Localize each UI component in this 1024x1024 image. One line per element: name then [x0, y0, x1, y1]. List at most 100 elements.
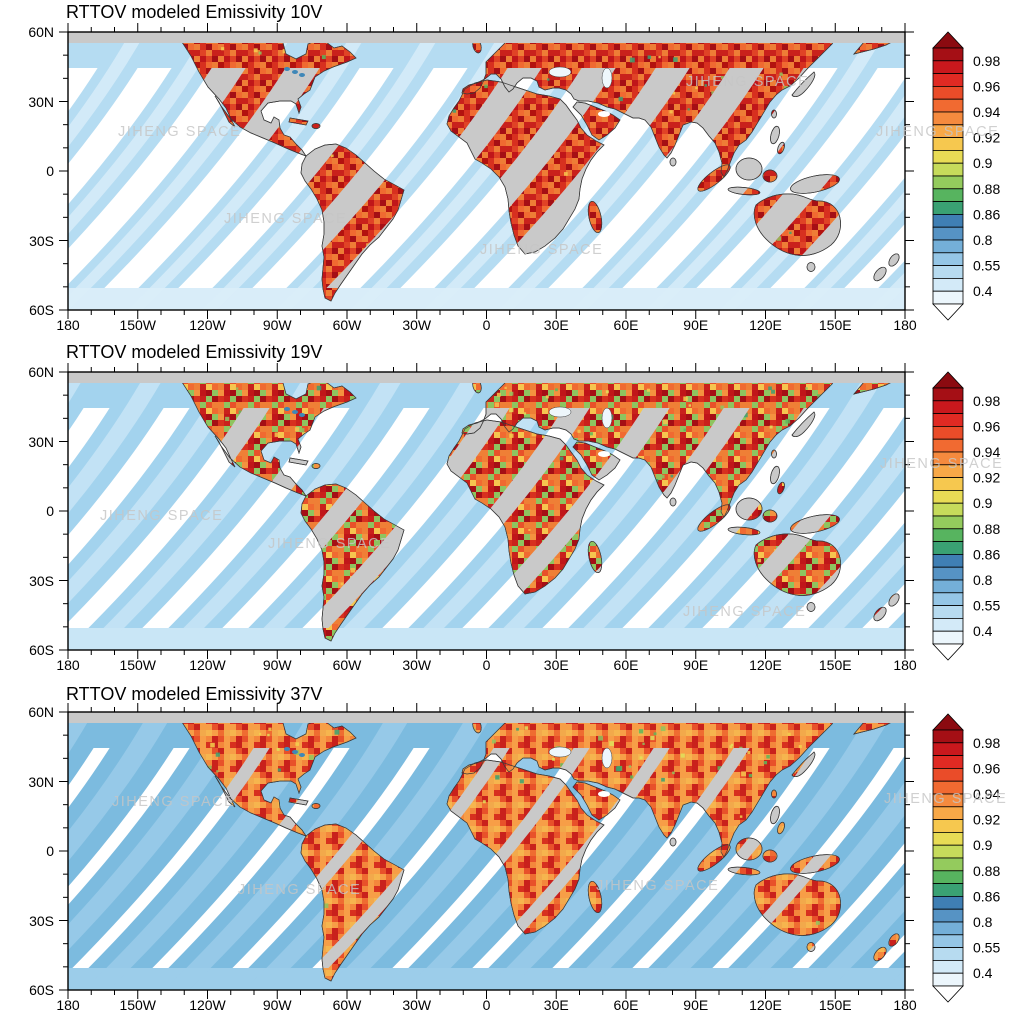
- colorbar-label: 0.8: [973, 914, 993, 930]
- world-map-19v: [59, 363, 914, 659]
- x-tick-label: 120E: [749, 657, 782, 673]
- watermark: JIHENG SPACE: [884, 791, 1008, 807]
- x-tick-label: 120W: [189, 657, 226, 673]
- x-tick-label: 90E: [683, 657, 709, 673]
- x-tick-label: 120W: [189, 317, 226, 333]
- watermark: JIHENG SPACE: [224, 211, 348, 227]
- x-tick-label: 150W: [119, 657, 157, 673]
- colorbar-10v: 0.98 0.96 0.94 0.92 0.9 0.88 0.86 0.8 0.55 0.4: [932, 31, 1000, 321]
- colorbar-label: 0.4: [973, 623, 993, 639]
- x-tick-label: 120E: [749, 317, 782, 333]
- colorbar-label: 0.94: [973, 444, 1000, 460]
- colorbar-label: 0.92: [973, 812, 1000, 828]
- colorbar-label: 0.88: [973, 181, 1000, 197]
- x-tick-label: 180: [56, 997, 80, 1013]
- x-tick-label: 0: [482, 657, 491, 673]
- colorbar-label: 0.96: [973, 418, 1000, 434]
- colorbar-label: 0.9: [973, 495, 993, 511]
- colorbar-label: 0.4: [973, 965, 993, 981]
- x-tick-label: 60W: [332, 657, 362, 673]
- watermark: JIHENG SPACE: [880, 456, 1004, 472]
- colorbar-label: 0.98: [973, 735, 1000, 751]
- x-tick-label: 30E: [543, 997, 569, 1013]
- watermark: JIHENG SPACE: [238, 882, 362, 898]
- x-tick-label: 150E: [818, 657, 852, 673]
- x-tick-label: 90W: [262, 317, 292, 333]
- x-tick-label: 0: [482, 317, 491, 333]
- colorbar-label: 0.8: [973, 232, 993, 248]
- x-tick-label: 30E: [543, 317, 569, 333]
- colorbar-label: 0.94: [973, 104, 1000, 120]
- x-tick-label: 180: [56, 657, 80, 673]
- world-map-10v: [59, 23, 914, 319]
- x-tick-label: 60E: [613, 657, 639, 673]
- colorbar-label: 0.92: [973, 130, 1000, 146]
- watermark: JIHENG SPACE: [118, 124, 242, 140]
- colorbar-label: 0.4: [973, 283, 993, 299]
- y-tick-label: 30S: [29, 572, 54, 589]
- y-tick-label: 60N: [28, 24, 54, 40]
- x-tick-label: 0: [482, 997, 491, 1013]
- colorbar-37v: 0.98 0.96 0.94 0.92 0.9 0.88 0.86 0.8 0.55 0.4: [932, 713, 1000, 1003]
- colorbar-label: 0.98: [973, 53, 1000, 69]
- y-tick-label: 30S: [29, 912, 54, 929]
- colorbar-label: 0.86: [973, 888, 1000, 904]
- y-tick-label: 60S: [29, 642, 54, 658]
- x-tick-label: 150W: [119, 317, 157, 333]
- watermark: JIHENG SPACE: [100, 508, 224, 524]
- watermark: JIHENG SPACE: [480, 242, 604, 258]
- x-tick-label: 30E: [543, 657, 569, 673]
- colorbar-label: 0.96: [973, 78, 1000, 94]
- x-tick-label: 60E: [613, 997, 639, 1013]
- x-tick-label: 60E: [613, 317, 639, 333]
- y-tick-label: 60S: [29, 302, 54, 318]
- x-tick-label: 90W: [262, 657, 292, 673]
- y-tick-label: 0: [46, 503, 54, 519]
- x-tick-label: 120E: [749, 997, 782, 1013]
- x-tick-label: 180: [893, 317, 917, 333]
- y-tick-label: 60N: [28, 704, 54, 720]
- x-tick-label: 30W: [402, 317, 432, 333]
- y-tick-label: 0: [46, 163, 54, 179]
- x-tick-label: 150E: [818, 317, 852, 333]
- colorbar-label: 0.96: [973, 760, 1000, 776]
- colorbar-label: 0.9: [973, 155, 993, 171]
- x-tick-label: 180: [56, 317, 80, 333]
- x-tick-label: 90W: [262, 997, 292, 1013]
- watermark: JIHENG SPACE: [596, 878, 720, 894]
- colorbar-label: 0.55: [973, 598, 1000, 614]
- colorbar-label: 0.88: [973, 863, 1000, 879]
- colorbar-label: 0.94: [973, 786, 1000, 802]
- colorbar-label: 0.86: [973, 206, 1000, 222]
- colorbar-label: 0.92: [973, 470, 1000, 486]
- colorbar-19v: 0.98 0.96 0.94 0.92 0.9 0.88 0.86 0.8 0.55 0.4: [932, 371, 1000, 661]
- x-tick-label: 90E: [683, 997, 709, 1013]
- panel-title-10v: RTTOV modeled Emissivity 10V: [66, 2, 323, 22]
- x-tick-label: 30W: [402, 657, 432, 673]
- y-tick-label: 30N: [28, 773, 54, 790]
- y-tick-label: 0: [46, 843, 54, 859]
- colorbar-label: 0.88: [973, 521, 1000, 537]
- watermark: JIHENG SPACE: [112, 794, 236, 810]
- x-tick-label: 60W: [332, 997, 362, 1013]
- x-tick-label: 150E: [818, 997, 852, 1013]
- world-map-37v: [59, 703, 914, 999]
- y-tick-label: 30N: [28, 93, 54, 110]
- watermark: JIHENG SPACE: [686, 74, 810, 90]
- colorbar-label: 0.8: [973, 572, 993, 588]
- colorbar-label: 0.86: [973, 546, 1000, 562]
- colorbar-label: 0.98: [973, 393, 1000, 409]
- colorbar-label: 0.55: [973, 940, 1000, 956]
- x-tick-label: 30W: [402, 997, 432, 1013]
- colorbar-label: 0.55: [973, 258, 1000, 274]
- y-tick-label: 30N: [28, 433, 54, 450]
- x-tick-label: 150W: [119, 997, 157, 1013]
- y-tick-label: 30S: [29, 232, 54, 249]
- y-tick-label: 60N: [28, 364, 54, 380]
- x-tick-label: 120W: [189, 997, 226, 1013]
- colorbar-label: 0.9: [973, 837, 993, 853]
- x-tick-label: 90E: [683, 317, 709, 333]
- x-tick-label: 60W: [332, 317, 362, 333]
- watermark: JIHENG SPACE: [876, 124, 1000, 140]
